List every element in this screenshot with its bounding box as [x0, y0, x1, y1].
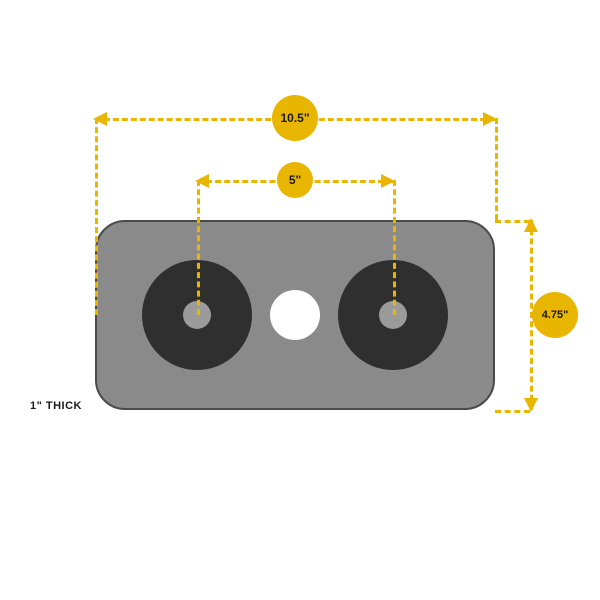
thickness-note: 1" THICK: [30, 400, 82, 412]
dim-height-badge: 4.75": [532, 292, 578, 338]
dim-span-drop-r: [393, 180, 396, 315]
dim-span-drop-l: [197, 180, 200, 315]
dim-width-drop-r: [495, 118, 498, 220]
diagram-stage: 10.5" 5" 4.75" 1" THICK: [0, 0, 600, 600]
dim-width-drop-l: [95, 118, 98, 315]
dim-height-ext-b: [495, 410, 530, 413]
center-hole: [270, 290, 320, 340]
dim-span-badge: 5": [277, 162, 313, 198]
dim-height-ext-t: [495, 220, 530, 223]
dim-width-badge: 10.5": [272, 95, 318, 141]
